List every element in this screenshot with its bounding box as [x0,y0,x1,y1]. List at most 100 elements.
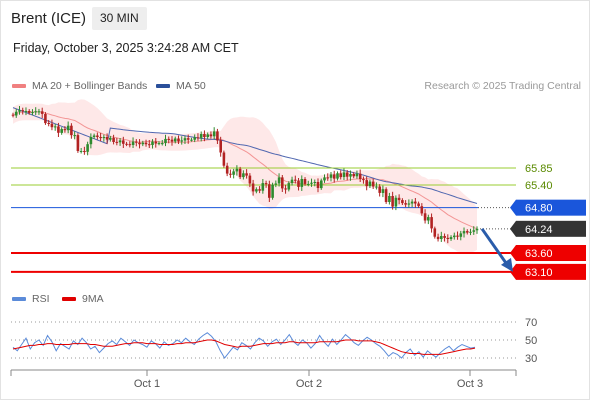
candle-body [199,134,203,138]
legend-ma20-label: MA 20 + Bollinger Bands [32,80,148,92]
candle-body [459,233,463,237]
candle-body [264,183,268,185]
support-label-63.10: 63.10 [525,267,553,279]
candle-body [225,165,229,174]
rsi-line [12,332,476,359]
candle-body [294,179,297,181]
x-tick-label-1: Oct 2 [296,378,322,390]
candle-body [277,177,281,184]
support-label-63.60: 63.60 [525,248,553,260]
candle-body [342,172,346,177]
candle-body [284,188,287,190]
candle-body [352,174,355,177]
candle-body [50,123,54,128]
candle-body [47,123,50,124]
candle-body [407,203,411,205]
candle-body [144,142,148,145]
legend-9ma-swatch [62,297,76,301]
candle-body [99,137,102,139]
candle-body [206,134,209,137]
candle-body [125,143,128,145]
candle-body [115,141,119,143]
candle-body [404,203,407,205]
candle-body [320,180,323,189]
candle-body [466,231,469,233]
candle-body [375,186,378,188]
candle-body [96,135,99,137]
candle-body [349,174,352,177]
rsi-tick-70: 70 [525,317,537,329]
x-tick-label-0: Oct 1 [134,378,160,390]
ma20-line [12,111,478,230]
candle-body [21,110,24,112]
candle-body [371,181,375,187]
candle-body [135,141,138,143]
candle-body [258,189,261,191]
candle-body [316,182,320,188]
resistance-label-65.85: 65.85 [525,163,553,175]
candle-body [414,201,417,204]
candle-body [70,125,73,136]
candle-body [66,125,70,131]
candle-body [307,183,310,185]
candle-body [423,213,427,221]
candle-body [157,143,161,145]
candle-body [420,206,424,214]
timeframe-badge[interactable]: 30 MIN [92,7,147,30]
candle-body [53,126,57,128]
candle-body [453,235,456,238]
legend-ma20-swatch [12,84,26,88]
legend-ma50-swatch [156,84,170,88]
candle-body [109,137,112,140]
bollinger-band [13,99,477,253]
candle-body [449,237,453,239]
candle-body [401,200,404,204]
candle-body [274,183,278,185]
candle-body [345,172,349,177]
candle-body [329,174,333,178]
timestamp: Friday, October 3, 2025 3:24:28 AM CET [13,41,239,55]
candle-body [11,114,15,116]
candle-body [141,142,145,145]
candle-body [281,177,284,189]
candle-body [235,168,239,172]
candle-body [378,186,381,193]
candle-body [37,111,41,113]
candle-body [430,217,433,229]
last-price-label: 64.24 [525,224,553,236]
candle-body [180,140,183,142]
candle-body [394,197,398,207]
last-price-tag [516,220,586,237]
candle-body [313,182,317,183]
candle-body [268,184,271,198]
support-tag-arrow-63.60 [510,245,516,261]
candle-body [384,189,388,202]
candle-body [76,135,80,151]
candle-body [154,141,158,144]
candle-body [410,201,414,204]
candle-body [148,144,151,146]
candle-body [209,134,213,137]
candle-body [193,137,196,140]
candle-body [433,228,437,237]
candle-body [222,152,226,166]
candle-body [216,131,219,141]
candle-body [242,173,245,178]
candle-body [212,131,216,137]
candle-body [248,175,252,184]
candle-body [86,144,89,152]
projection-arrow-shaft [480,227,510,267]
candle-body [112,137,115,142]
research-credit: Research © 2025 Trading Central [424,80,581,92]
candle-body [57,126,60,133]
candle-body [271,184,274,198]
candle-body [89,137,93,145]
x-tick-label-2: Oct 3 [457,378,483,390]
candle-body [427,217,430,221]
pivot-tag [516,199,586,216]
resistance-label-65.40: 65.40 [525,180,553,192]
legend-9ma-label: 9MA [82,293,104,305]
candle-body [131,141,135,145]
candle-body [14,111,18,116]
